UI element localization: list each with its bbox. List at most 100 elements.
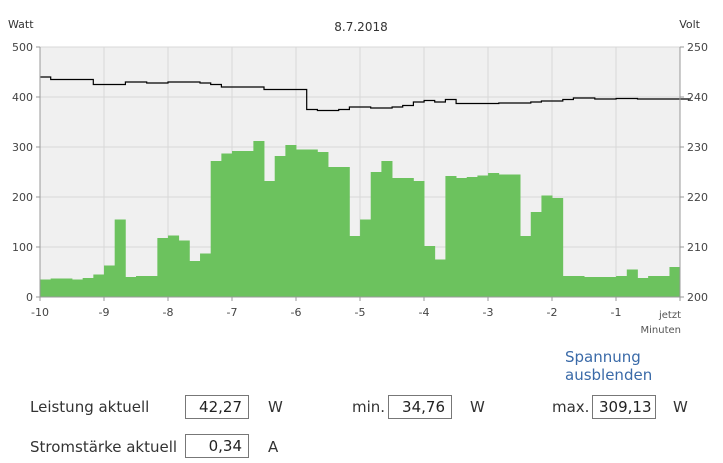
power-bar xyxy=(434,259,446,297)
current-value-field: 0,34 xyxy=(185,434,249,458)
power-bar xyxy=(317,152,329,297)
power-bar xyxy=(466,177,478,297)
power-bar xyxy=(253,141,265,297)
power-bar xyxy=(72,279,84,297)
power-bar xyxy=(509,174,521,297)
max-value-field: 309,13 xyxy=(592,395,656,419)
min-label: min. xyxy=(352,398,386,416)
power-bar xyxy=(93,274,105,297)
power-bar xyxy=(456,178,468,297)
power-bar xyxy=(232,151,244,297)
power-bar xyxy=(541,195,553,297)
power-bar xyxy=(61,278,73,297)
power-bar xyxy=(584,277,596,297)
power-bar xyxy=(40,279,52,297)
power-bar xyxy=(669,267,681,297)
power-label: Leistung aktuell xyxy=(30,398,150,416)
power-bar xyxy=(285,145,297,297)
power-bar xyxy=(402,178,414,297)
power-bar xyxy=(488,173,500,297)
power-bar xyxy=(136,276,148,297)
power-bar xyxy=(82,278,94,297)
min-value-field: 34,76 xyxy=(388,395,452,419)
left-tick-label: 0 xyxy=(26,291,33,304)
x-tick-label: -8 xyxy=(163,306,174,319)
power-bar xyxy=(168,235,180,297)
power-bar xyxy=(573,276,585,297)
power-bar xyxy=(274,156,286,297)
right-axis-unit-label: Volt xyxy=(679,18,700,31)
power-bar xyxy=(114,219,126,297)
x-tick-label: -10 xyxy=(31,306,49,319)
x-tick-label: -7 xyxy=(227,306,238,319)
power-bar xyxy=(306,149,318,297)
power-bar xyxy=(530,212,542,297)
power-value-field: 42,27 xyxy=(185,395,249,419)
x-tick-label: -4 xyxy=(419,306,430,319)
power-bars xyxy=(40,141,681,297)
power-bar xyxy=(328,167,340,297)
x-tick-label: -1 xyxy=(611,306,622,319)
power-bar xyxy=(146,276,158,297)
left-axis-unit-label: Watt xyxy=(8,18,34,31)
right-tick-label: 250 xyxy=(687,41,708,54)
power-bar xyxy=(242,151,254,297)
power-bar xyxy=(552,198,564,297)
power-bar xyxy=(178,240,190,297)
power-bar xyxy=(264,181,276,297)
power-bar xyxy=(392,178,404,297)
x-tick-label: -6 xyxy=(291,306,302,319)
power-bar xyxy=(605,277,617,297)
power-voltage-chart: 8.7.2018 Watt Volt 0 100 200 300 400 500 200 21… xyxy=(8,18,708,336)
x-tick-label: -9 xyxy=(99,306,110,319)
power-bar xyxy=(616,276,628,297)
x-tick-label: -3 xyxy=(483,306,494,319)
voltage-line xyxy=(40,76,691,112)
axes: 0 100 200 300 400 500 200 210 220 230 240 250 -10 -9 -… xyxy=(12,41,708,319)
x-tick-label: -5 xyxy=(355,306,366,319)
chart-date-title: 8.7.2018 xyxy=(334,20,387,34)
power-bar xyxy=(648,276,660,297)
current-label: Stromstärke aktuell xyxy=(30,438,178,456)
left-tick-label: 100 xyxy=(12,241,33,254)
power-bar xyxy=(477,175,489,297)
power-bar xyxy=(498,174,510,297)
left-tick-label: 300 xyxy=(12,141,33,154)
power-bar xyxy=(658,276,670,297)
power-bar xyxy=(157,238,169,297)
current-unit: A xyxy=(268,438,279,456)
right-tick-label: 220 xyxy=(687,191,708,204)
x-axis-title: Minuten xyxy=(641,325,682,336)
power-bar xyxy=(189,261,201,297)
power-bar xyxy=(296,149,308,297)
power-bar xyxy=(520,236,532,297)
power-bar xyxy=(125,277,137,297)
power-bar xyxy=(50,278,62,297)
left-tick-label: 400 xyxy=(12,91,33,104)
left-tick-label: 500 xyxy=(12,41,33,54)
right-tick-label: 240 xyxy=(687,91,708,104)
power-bar xyxy=(381,161,393,297)
power-bar xyxy=(349,236,361,297)
x-tick-label: -2 xyxy=(547,306,558,319)
power-unit: W xyxy=(268,398,283,416)
power-bar xyxy=(445,176,457,297)
power-bar xyxy=(360,219,372,297)
right-tick-label: 230 xyxy=(687,141,708,154)
left-tick-label: 200 xyxy=(12,191,33,204)
power-bar xyxy=(562,276,574,297)
x-end-label: jetzt xyxy=(658,310,681,321)
power-bar xyxy=(104,265,116,297)
power-bar xyxy=(200,253,212,297)
power-bar xyxy=(637,278,649,297)
right-tick-label: 200 xyxy=(687,291,708,304)
power-bar xyxy=(221,153,233,297)
power-bar xyxy=(338,167,350,297)
toggle-voltage-link[interactable]: Spannung ausblenden xyxy=(565,348,653,384)
max-label: max. xyxy=(552,398,590,416)
min-unit: W xyxy=(470,398,485,416)
power-bar xyxy=(370,172,382,297)
power-bar xyxy=(594,277,606,297)
power-bar xyxy=(424,246,436,297)
power-bar xyxy=(626,269,638,297)
